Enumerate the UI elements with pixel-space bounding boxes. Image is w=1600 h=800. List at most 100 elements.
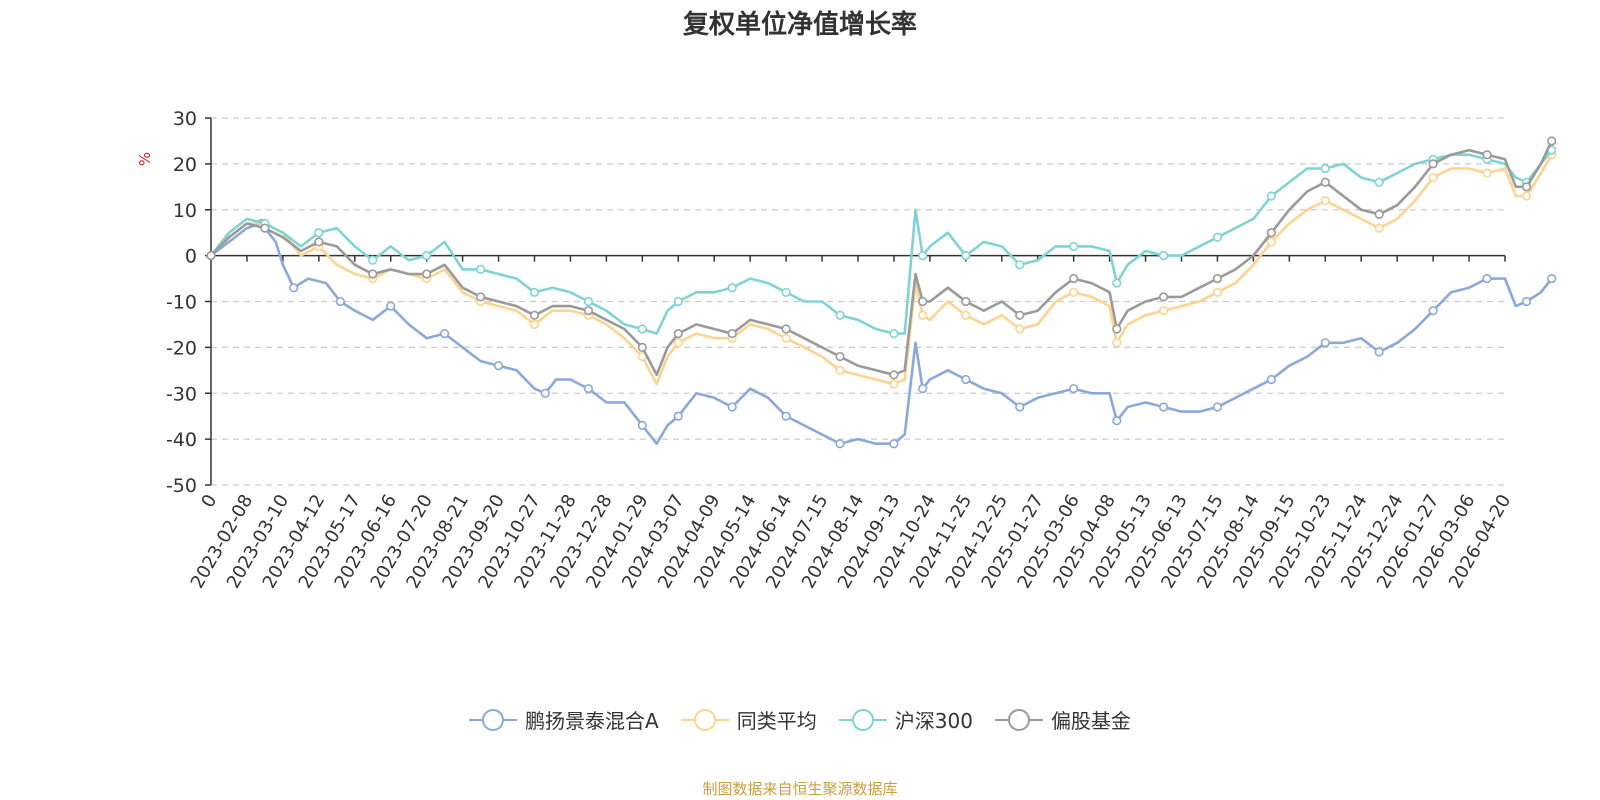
data-point [889, 379, 899, 389]
data-point [918, 384, 928, 394]
data-point [1266, 191, 1276, 201]
data-point [1266, 374, 1276, 385]
chart-title: 复权单位净值增长率 [682, 10, 917, 40]
series-3 [206, 145, 1557, 339]
legend-item-3[interactable]: 沪深300 [838, 705, 973, 734]
y-tick-label: -30 [166, 383, 197, 405]
y-tick-label: 10 [173, 200, 197, 222]
data-point [1266, 228, 1276, 238]
y-axis-unit: % [136, 152, 154, 166]
data-point [1015, 260, 1025, 270]
data-point [673, 411, 683, 421]
legend-marker-icon [994, 708, 1043, 731]
data-point [1212, 287, 1223, 297]
data-point [1428, 173, 1438, 183]
data-point [1320, 338, 1330, 348]
y-tick-label: -50 [166, 475, 197, 497]
data-point [1374, 223, 1384, 233]
data-point [1374, 177, 1384, 187]
data-point [835, 310, 845, 320]
series-line [210, 222, 1553, 445]
data-point [961, 310, 971, 320]
data-point [1158, 402, 1169, 412]
data-point [781, 333, 791, 343]
data-point [422, 269, 432, 279]
data-point [1069, 287, 1079, 297]
data-point [1158, 306, 1169, 316]
data-point [475, 264, 486, 274]
data-point [889, 370, 899, 380]
data-point [1521, 191, 1532, 201]
data-point [673, 329, 683, 339]
data-point [727, 402, 737, 412]
y-tick-label: 0 [185, 246, 197, 268]
data-point [1069, 273, 1079, 284]
data-point [583, 306, 594, 316]
data-point [1212, 402, 1223, 412]
data-point [1158, 251, 1169, 261]
data-point [260, 223, 270, 233]
data-point [1482, 150, 1492, 160]
data-point [1428, 306, 1438, 316]
series-line [209, 149, 1553, 335]
series-1 [206, 218, 1557, 449]
data-point [1320, 195, 1330, 206]
x-tick-label: 0 [197, 491, 221, 511]
series-4 [206, 136, 1557, 380]
data-point [1112, 324, 1122, 334]
data-point [673, 338, 683, 348]
data-point [1212, 232, 1223, 242]
y-tick-label: 20 [173, 154, 197, 176]
data-point [1212, 273, 1223, 284]
legend-marker-icon [680, 708, 729, 731]
data-point [781, 287, 791, 297]
y-tick-label: -10 [166, 292, 197, 314]
legend-item-1[interactable]: 鹏扬景泰混合A [469, 705, 659, 734]
data-point [1547, 273, 1557, 284]
data-point [529, 319, 540, 330]
data-point [1374, 347, 1384, 357]
data-point [1266, 237, 1276, 247]
data-point [540, 388, 550, 398]
data-point [727, 283, 737, 293]
data-point [727, 329, 737, 339]
data-point [961, 251, 971, 261]
data-point [1069, 241, 1079, 252]
data-point [637, 324, 647, 334]
y-tick-label: 30 [173, 108, 197, 130]
data-point [422, 251, 432, 261]
data-point [529, 287, 540, 297]
data-point [1547, 136, 1557, 146]
data-point [335, 296, 346, 307]
series-2 [206, 150, 1557, 389]
data-point [889, 329, 899, 339]
data-point [493, 361, 504, 371]
legend-label: 偏股基金 [1050, 709, 1131, 733]
data-point [781, 411, 791, 421]
data-point [529, 310, 540, 320]
data-point [1482, 168, 1492, 178]
legend-item-2[interactable]: 同类平均 [680, 705, 817, 734]
data-point [835, 365, 845, 375]
grid-lines [211, 117, 1505, 486]
legend-item-4[interactable]: 偏股基金 [994, 705, 1131, 734]
data-point [1112, 416, 1122, 426]
data-point [1521, 296, 1532, 307]
data-point [1158, 292, 1169, 302]
data-point [368, 255, 378, 265]
data-point [781, 324, 791, 334]
data-point [835, 439, 845, 449]
legend-label: 沪深300 [894, 709, 973, 733]
data-point [368, 269, 378, 279]
data-point [1320, 177, 1330, 187]
series-lines [206, 136, 1557, 449]
data-point [918, 310, 928, 320]
data-point [1015, 324, 1025, 334]
data-point [961, 374, 971, 385]
data-point [440, 329, 450, 339]
legend-label: 同类平均 [736, 709, 817, 733]
data-point [475, 292, 486, 302]
data-point [314, 237, 324, 247]
legend: 鹏扬景泰混合A 同类平均 沪深300 偏股基金 [0, 705, 1600, 734]
